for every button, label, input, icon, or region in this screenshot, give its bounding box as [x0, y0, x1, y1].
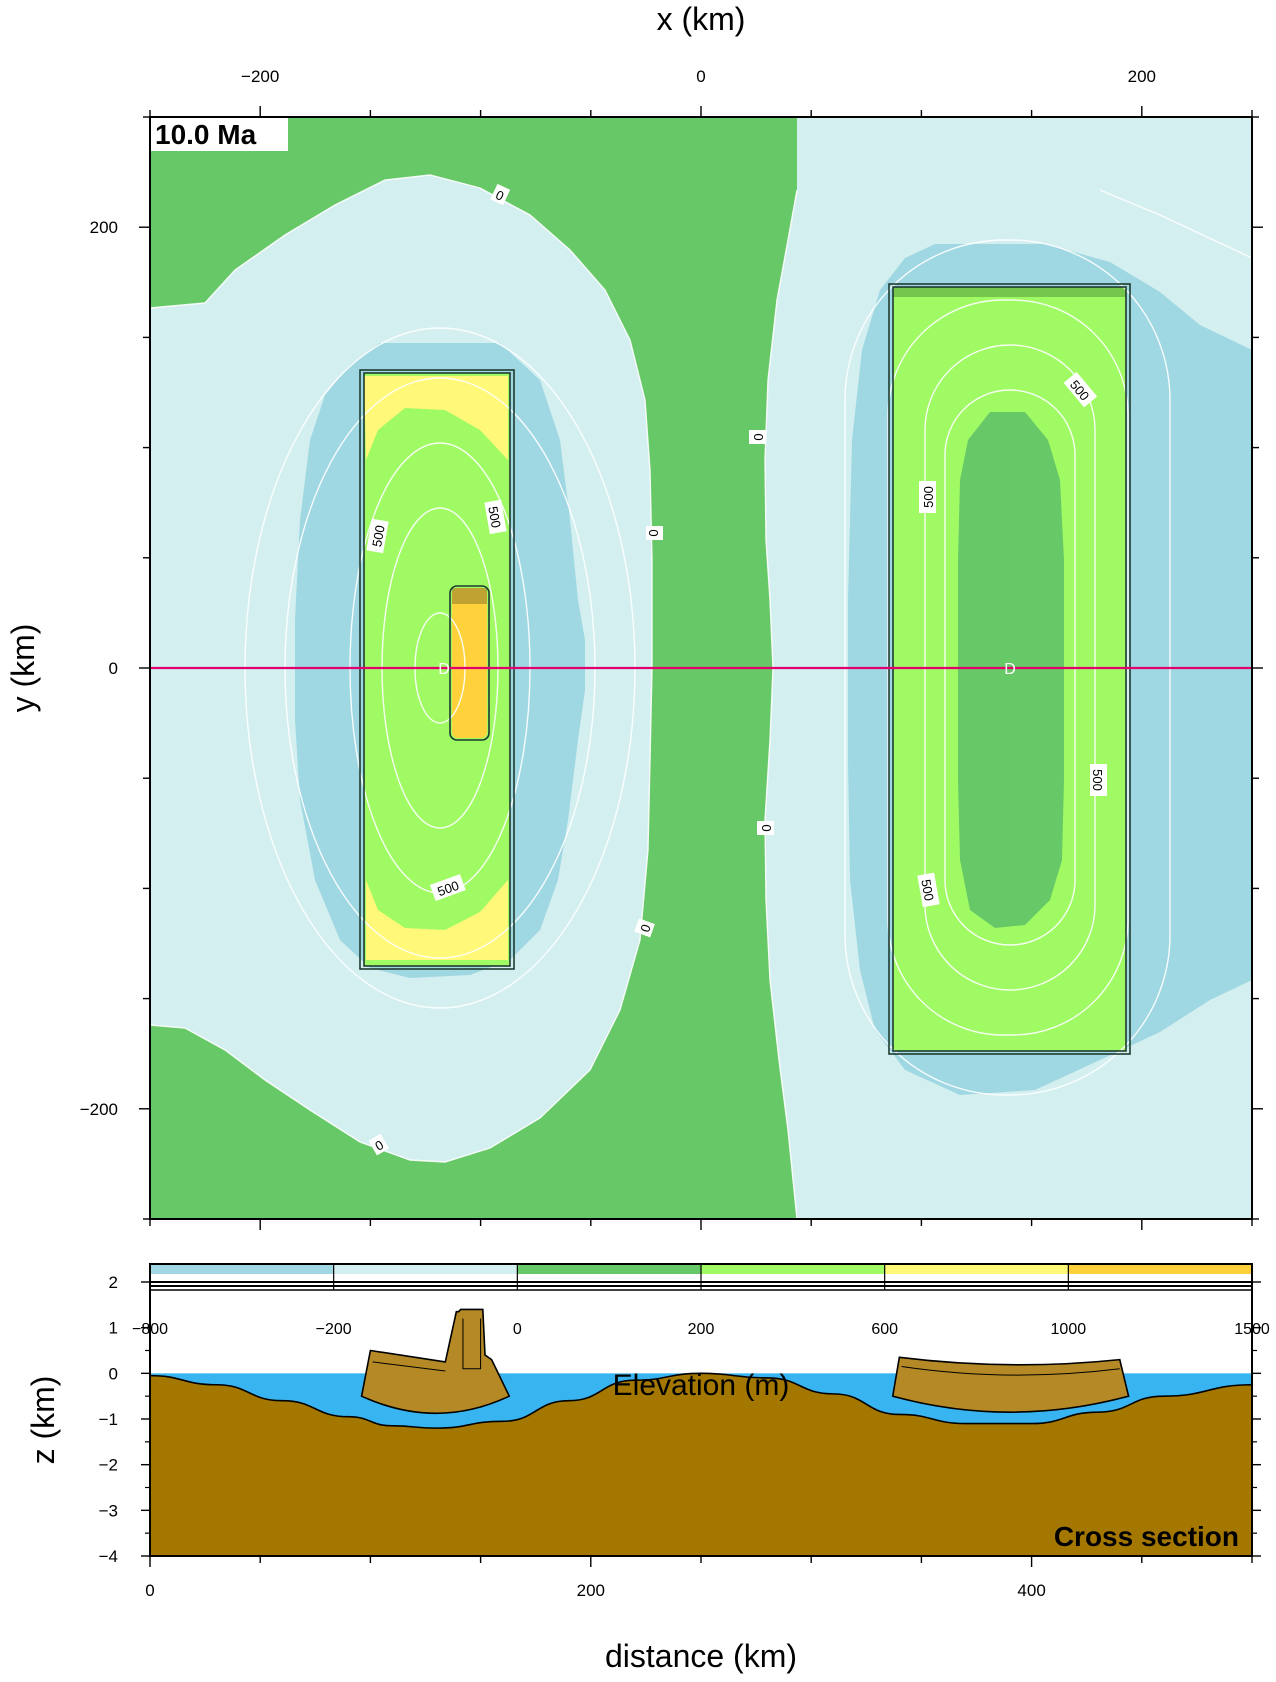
elevation-map: 0 0 0 0 0 0 500 500 500 500 500 500 500 …: [150, 117, 1252, 1219]
section-y-tick-label: 1: [109, 1319, 118, 1338]
map-axis-ticks: −200 0 200 200 0 −200: [80, 67, 1263, 1230]
section-y-axis-label: z (km): [25, 1376, 61, 1465]
x-axis-label: x (km): [657, 1, 746, 37]
x-tick-label: 0: [696, 67, 705, 86]
colorbar: −800 −200 0 200 600 1000 1500 Elevation (m): [132, 1263, 1270, 1402]
colorbar-swatch: [701, 1264, 885, 1274]
time-badge-box: [151, 118, 288, 151]
section-y-tick-label: −2: [99, 1456, 118, 1475]
section-y-tick-label: 2: [109, 1273, 118, 1292]
x-tick-label: −200: [241, 67, 279, 86]
section-badge: Cross section: [1054, 1521, 1239, 1552]
colorbar-tick-label: 1000: [1051, 1321, 1087, 1338]
section-y-tick-label: −3: [99, 1501, 118, 1520]
colorbar-swatch: [884, 1264, 1069, 1274]
colorbar-tick-label: 600: [871, 1321, 898, 1338]
section-x-tick-label: 200: [577, 1581, 605, 1600]
contour-label: 0: [646, 529, 661, 536]
dome-marker: D: [1004, 661, 1016, 678]
colorbar-swatch: [517, 1264, 701, 1274]
y-tick-label: −200: [80, 1100, 118, 1119]
west-ridge: [452, 588, 487, 738]
contour-label-group: 0 0 0 0 0 0 500 500 500 500 500 500 500: [366, 183, 1107, 1156]
contour-label: 500: [918, 878, 937, 902]
colorbar-tick-label: 0: [513, 1321, 522, 1338]
colorbar-tick-label: −800: [132, 1321, 168, 1338]
contour-label: 500: [921, 486, 936, 508]
colorbar-tick-label: −200: [316, 1321, 352, 1338]
contour-label: 500: [435, 878, 461, 900]
contour-label: 0: [751, 433, 766, 440]
colorbar-label: Elevation (m): [613, 1369, 790, 1402]
section-x-tick-label: 0: [145, 1581, 154, 1600]
section-y-tick-label: 0: [109, 1364, 118, 1383]
colorbar-tick-label: 200: [688, 1321, 715, 1338]
west-ridge-top: [452, 588, 487, 604]
west-block-south-yellow: [366, 880, 508, 960]
colorbar-swatch: [150, 1264, 334, 1274]
section-axis-ticks: 0 200 400 2 1 0 −1 −2 −3 −4: [99, 1273, 1261, 1600]
y-axis-label: y (km): [5, 624, 41, 713]
section-x-tick-label: 400: [1017, 1581, 1045, 1600]
east-block-rim: [893, 287, 1126, 297]
y-tick-label: 200: [90, 218, 118, 237]
contour-label: 0: [637, 922, 654, 934]
y-tick-label: 0: [109, 659, 118, 678]
sediment-blocks: [360, 1308, 1130, 1414]
west-block-top: [364, 373, 510, 966]
colorbar-swatch: [1068, 1264, 1252, 1274]
colorbar-swatch: [333, 1264, 518, 1274]
sediment-layering: [372, 1318, 1120, 1376]
colorbar-tick-label: 1500: [1234, 1321, 1270, 1338]
section-y-tick-label: −4: [99, 1547, 118, 1566]
contour-label: 500: [1090, 769, 1105, 791]
west-block-north-yellow: [364, 376, 508, 460]
section-y-tick-label: −1: [99, 1410, 118, 1429]
east-inner-basin: [958, 412, 1064, 928]
section-x-axis-label: distance (km): [605, 1638, 797, 1674]
dome-marker: D: [438, 661, 450, 678]
basement-rock: [150, 1372, 1252, 1556]
contour-label: 0: [759, 824, 774, 831]
time-badge: 10.0 Ma: [155, 119, 257, 150]
x-tick-label: 200: [1128, 67, 1156, 86]
contour-label: 500: [369, 524, 388, 548]
contour-label: 500: [485, 505, 504, 529]
cross-section: 0 200 400 2 1 0 −1 −2 −3 −4 Cross section distanc…: [25, 1273, 1261, 1674]
